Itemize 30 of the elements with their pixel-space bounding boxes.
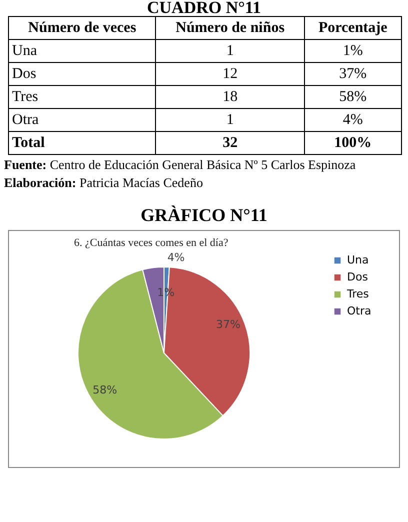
source-note: Fuente: Centro de Educación General Básica Nº 5 Carlos Espinoza xyxy=(4,156,357,173)
text: Tres xyxy=(8,86,156,108)
legend-label: Una xyxy=(347,254,369,266)
text: Una xyxy=(8,40,156,62)
text: 12 xyxy=(156,62,304,86)
text: CUADRO N°11 xyxy=(146,0,262,17)
text: Otra xyxy=(8,108,156,132)
text: Número de veces xyxy=(8,16,156,40)
text: 1 xyxy=(156,108,304,132)
legend-label: Otra xyxy=(347,304,372,318)
text: 100% xyxy=(304,132,402,154)
chart-title: GRÀFICO N°11 xyxy=(140,205,268,226)
text: 58% xyxy=(304,86,402,108)
text: Número de niños xyxy=(156,16,304,40)
legend-label: Dos xyxy=(347,270,368,284)
legend-label: Tres xyxy=(346,288,370,300)
text: 4% xyxy=(304,108,402,132)
text: Total xyxy=(8,132,156,154)
data-label: 4% xyxy=(167,250,185,264)
data-label: 58% xyxy=(92,384,118,397)
chart-subtitle: 6. ¿Cuántas veces comes en el día? xyxy=(74,236,228,249)
text: 1% xyxy=(304,40,402,62)
text: Porcentaje xyxy=(304,16,402,40)
text: Elaboración: Patricia Macías Cedeño xyxy=(4,174,204,191)
text: 37% xyxy=(304,62,402,86)
text: 32 xyxy=(156,132,304,154)
data-label: 37% xyxy=(216,318,240,332)
text: Dos xyxy=(8,62,156,86)
text: 1 xyxy=(156,40,304,62)
text: 18 xyxy=(156,86,304,108)
